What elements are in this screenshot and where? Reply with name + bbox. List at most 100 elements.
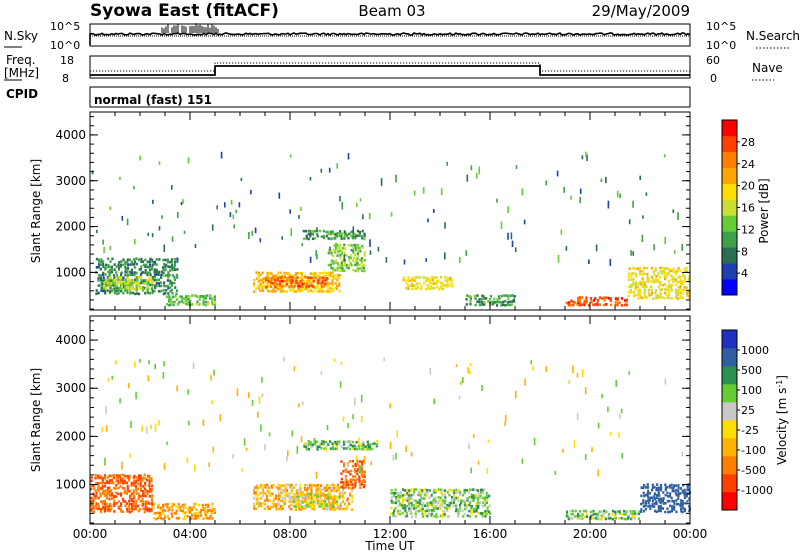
heatmap-cell (204, 304, 207, 307)
heatmap-cell (257, 276, 260, 280)
heatmap-cell (352, 232, 355, 236)
heatmap-cell (112, 476, 115, 480)
heatmap-cell (113, 495, 116, 498)
heatmap-cell (171, 281, 174, 285)
colorbar-segment (722, 167, 737, 184)
heatmap-cell (236, 388, 239, 397)
heatmap-cell (670, 283, 673, 287)
heatmap-cell (436, 281, 439, 285)
heatmap-cell (314, 498, 317, 502)
heatmap-cell (328, 486, 331, 490)
heatmap-cell (683, 277, 687, 281)
heatmap-cell (146, 260, 149, 264)
heatmap-cell (656, 294, 659, 297)
heatmap-cell (360, 235, 364, 238)
heatmap-cell (668, 293, 671, 297)
heatmap-cell (168, 506, 171, 510)
heatmap-cell (339, 507, 342, 510)
heatmap-cell (224, 202, 226, 208)
heatmap-cell (309, 440, 312, 444)
heatmap-cell (281, 236, 283, 240)
heatmap-cell (677, 484, 680, 487)
heatmap-cell (475, 502, 478, 505)
heatmap-cell (336, 276, 339, 279)
heatmap-cell (108, 486, 111, 490)
heatmap-cell (470, 511, 473, 515)
heatmap-cell (679, 296, 682, 299)
heatmap-cell (642, 505, 645, 508)
heatmap-cell (182, 301, 185, 304)
heatmap-cell (351, 444, 354, 448)
heatmap-cell (654, 280, 657, 283)
heatmap-cell (424, 504, 427, 508)
heatmap-cell (95, 289, 98, 292)
heatmap-cell (432, 509, 435, 513)
heatmap-cell (276, 277, 279, 280)
heatmap-cell (677, 486, 680, 490)
heatmap-cell (146, 289, 149, 293)
heatmap-cell (263, 284, 266, 288)
heatmap-cell (504, 421, 506, 426)
heatmap-cell (97, 279, 100, 282)
heatmap-cell (476, 294, 479, 297)
heatmap-cell (118, 279, 121, 282)
heatmap-cell (596, 301, 599, 305)
heatmap-cell (135, 257, 138, 260)
heatmap-cell (590, 301, 593, 304)
heatmap-cell (309, 282, 312, 285)
heatmap-cell (512, 298, 515, 301)
heatmap-cell (410, 494, 413, 497)
heatmap-cell (441, 513, 444, 516)
heatmap-cell (469, 297, 472, 300)
colorbar-tick-label: 4 (741, 267, 748, 280)
heatmap-cell (629, 288, 632, 292)
heatmap-cell (685, 494, 688, 498)
heatmap-cell (282, 484, 285, 487)
velocity-heatmap (90, 356, 691, 521)
heatmap-cell (119, 398, 121, 404)
heatmap-cell (477, 496, 480, 500)
heatmap-cell (268, 489, 271, 492)
heatmap-cell (644, 501, 648, 505)
heatmap-cell (115, 265, 118, 268)
heatmap-cell (673, 505, 676, 509)
heatmap-cell (390, 506, 393, 510)
heatmap-cell (116, 276, 119, 279)
heatmap-cell (455, 364, 458, 368)
heatmap-cell (127, 382, 130, 389)
heatmap-cell (264, 499, 267, 502)
heatmap-cell (360, 448, 363, 451)
heatmap-cell (189, 511, 192, 514)
heatmap-cell (581, 515, 584, 518)
heatmap-cell (146, 273, 149, 277)
heatmap-cell (459, 257, 461, 264)
heatmap-cell (171, 515, 174, 518)
heatmap-cell (343, 263, 346, 267)
heatmap-cell (133, 288, 136, 291)
heatmap-cell (130, 499, 133, 502)
heatmap-cell (334, 237, 337, 240)
heatmap-cell (158, 420, 160, 426)
heatmap-cell (342, 486, 345, 490)
nsky-series (89, 31, 691, 45)
heatmap-cell (677, 280, 680, 284)
heatmap-cell (418, 282, 421, 285)
heatmap-cell (281, 505, 284, 508)
heatmap-cell (300, 277, 303, 280)
heatmap-cell (334, 232, 337, 236)
cpid-panel (89, 86, 691, 108)
heatmap-cell (352, 251, 355, 254)
heatmap-cell (486, 496, 489, 499)
heatmap-cell (347, 470, 350, 474)
heatmap-cell (313, 237, 317, 240)
heatmap-cell (119, 504, 122, 508)
heatmap-cell (174, 295, 177, 298)
heatmap-cell (463, 488, 466, 492)
heatmap-cell (448, 488, 451, 492)
heatmap-cell (407, 509, 410, 512)
heatmap-cell (363, 232, 366, 236)
heatmap-cell (180, 300, 183, 303)
heatmap-cell (356, 263, 359, 267)
heatmap-cell (171, 263, 174, 267)
heatmap-cell (160, 270, 163, 274)
